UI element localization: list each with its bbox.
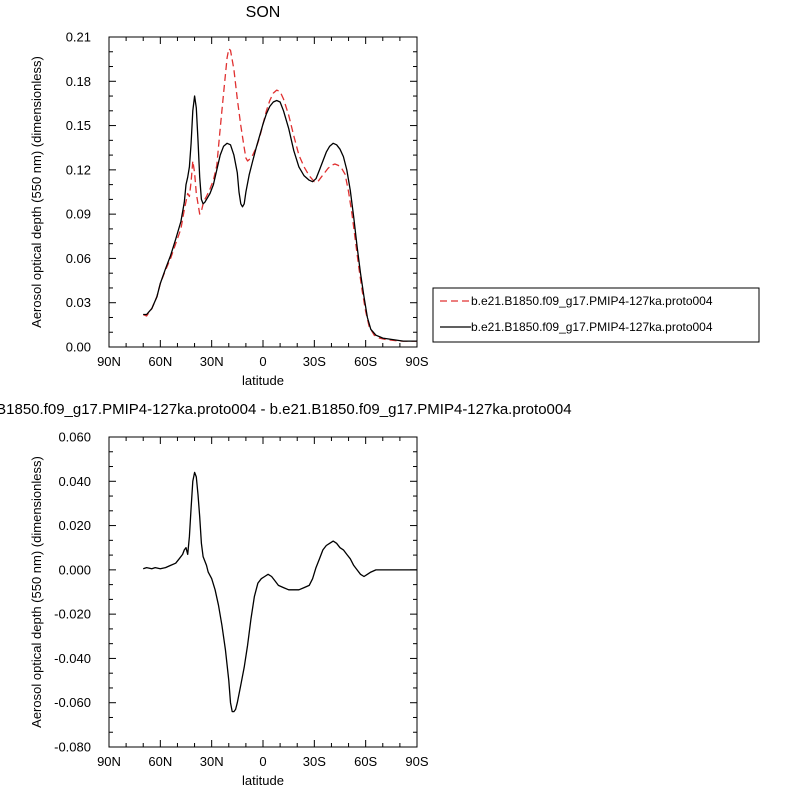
series-line-solid bbox=[142, 471, 417, 713]
series-line-dashed bbox=[142, 48, 417, 342]
series-line-solid bbox=[143, 95, 417, 342]
y-tick-label: 0.040 bbox=[58, 474, 91, 489]
plot-frame bbox=[108, 436, 418, 748]
legend-box bbox=[432, 287, 760, 343]
y-tick-label: 0.15 bbox=[66, 118, 91, 133]
x-axis-label: latitude bbox=[242, 773, 284, 788]
y-tick-label: 0.020 bbox=[58, 518, 91, 533]
x-tick-label: 0 bbox=[259, 754, 266, 769]
y-tick-label: 0.03 bbox=[66, 295, 91, 310]
x-tick-label: 60N bbox=[148, 354, 172, 369]
top-plot: 90N 60N 30N 0 30S 60S 90S 0.00 0.03 0.06 0.09 0.12 0… bbox=[29, 30, 429, 389]
y-tick-label: 0.21 bbox=[66, 30, 91, 45]
y-tick-label: -0.040 bbox=[54, 651, 91, 666]
x-tick-label: 60S bbox=[354, 354, 377, 369]
x-tick-label: 30S bbox=[303, 754, 326, 769]
y-tick-label: -0.020 bbox=[54, 607, 91, 622]
y-tick-label: -0.060 bbox=[54, 695, 91, 710]
x-tick-label: 90S bbox=[405, 754, 428, 769]
y-tick-label: 0.00 bbox=[66, 340, 91, 355]
y-tick-label: 0.060 bbox=[58, 430, 91, 445]
legend: b.e21.B1850.f09_g17.PMIP4-127ka.proto004… bbox=[432, 287, 760, 343]
x-tick-label: 30S bbox=[303, 354, 326, 369]
bottom-plot: 90N 60N 30N 0 30S 60S 90S -0.080 -0.060 -0.040 -0.… bbox=[29, 430, 429, 789]
y-tick-label: 0.18 bbox=[66, 74, 91, 89]
x-tick-label: 90N bbox=[97, 354, 121, 369]
y-tick-label: -0.080 bbox=[54, 740, 91, 755]
y-tick-label: 0.09 bbox=[66, 207, 91, 222]
y-tick-label: 0.12 bbox=[66, 162, 91, 177]
legend-label: b.e21.B1850.f09_g17.PMIP4-127ka.proto004 bbox=[471, 320, 713, 334]
y-axis-label: Aerosol optical depth (550 nm) (dimensio… bbox=[29, 456, 44, 728]
x-tick-label: 60N bbox=[148, 754, 172, 769]
x-tick-label: 30N bbox=[200, 754, 224, 769]
x-tick-label: 90S bbox=[405, 354, 428, 369]
chart-title: SON bbox=[246, 4, 281, 21]
x-tick-label: 30N bbox=[200, 354, 224, 369]
legend-label: b.e21.B1850.f09_g17.PMIP4-127ka.proto004 bbox=[471, 294, 713, 308]
x-tick-label: 60S bbox=[354, 754, 377, 769]
x-axis-label: latitude bbox=[242, 373, 284, 388]
y-axis-label: Aerosol optical depth (550 nm) (dimensio… bbox=[29, 56, 44, 328]
x-tick-label: 0 bbox=[259, 354, 266, 369]
y-tick-label: 0.000 bbox=[58, 562, 91, 577]
x-tick-label: 90N bbox=[97, 754, 121, 769]
difference-plot-title: b.e21.B1850.f09_g17.PMIP4-127ka.proto004… bbox=[0, 401, 572, 418]
y-tick-label: 0.06 bbox=[66, 251, 91, 266]
